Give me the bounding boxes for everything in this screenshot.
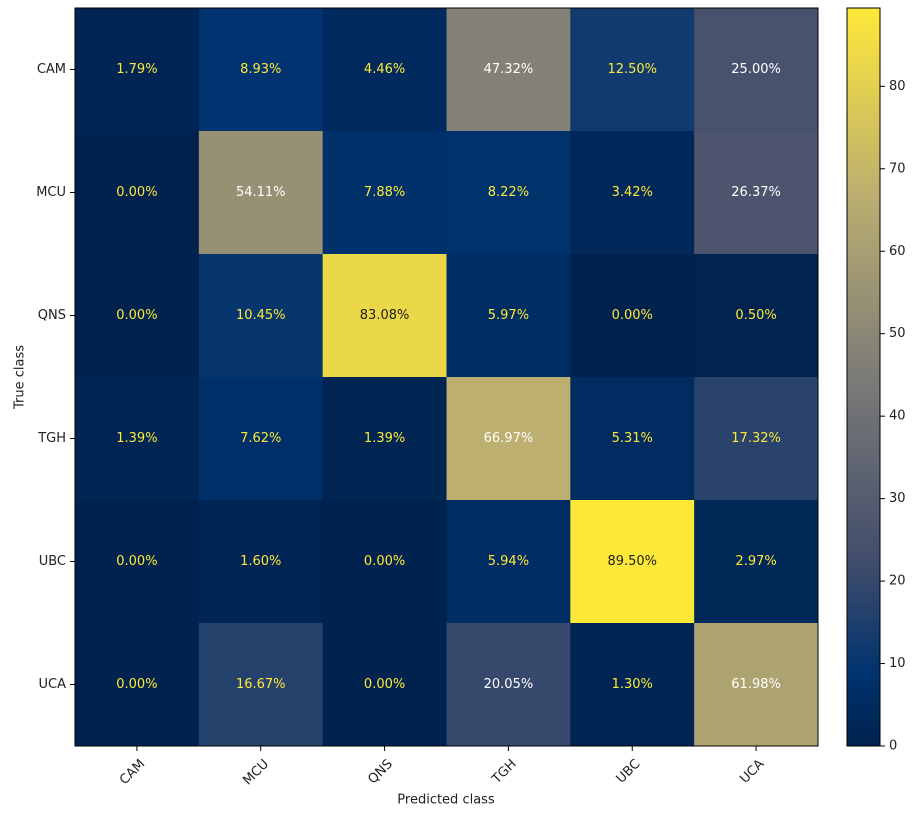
cell-label: 4.46% (364, 62, 405, 77)
heatmap-cell (198, 377, 324, 501)
cell-label: 16.67% (236, 677, 286, 692)
cell-label: 25.00% (731, 62, 781, 77)
heatmap-cell (446, 500, 571, 624)
heatmap-cell (570, 8, 695, 132)
heatmap-cell (446, 254, 571, 378)
cell-label: 0.00% (116, 554, 157, 569)
colorbar (846, 7, 881, 747)
colorbar-tick-label: 0 (889, 739, 897, 754)
x-tick-label: TGH (489, 757, 520, 788)
heatmap-cell (446, 8, 571, 132)
heatmap-cell (446, 131, 571, 255)
cell-label: 17.32% (731, 431, 781, 446)
heatmap-cell (446, 623, 571, 747)
cell-label: 5.31% (612, 431, 653, 446)
y-tick-label: MCU (36, 185, 66, 200)
x-tick-label: QNS (365, 757, 396, 788)
heatmap-cell (570, 131, 695, 255)
heatmap-cell (694, 254, 819, 378)
cell-label: 8.22% (488, 185, 529, 200)
cell-label: 5.97% (488, 308, 529, 323)
heatmap-cell (694, 131, 819, 255)
heatmap-cell (75, 377, 200, 501)
cell-label: 12.50% (607, 62, 657, 77)
cell-label: 26.37% (731, 185, 781, 200)
colorbar-tick-label: 70 (889, 161, 906, 176)
heatmap-cell (75, 623, 200, 747)
y-tick-label: UBC (39, 554, 66, 569)
heatmap-cell (570, 254, 695, 378)
cell-label: 10.45% (236, 308, 286, 323)
cell-label: 66.97% (484, 431, 534, 446)
cell-label: 3.42% (612, 185, 653, 200)
y-tick-label: UCA (39, 677, 67, 692)
cell-label: 47.32% (484, 62, 534, 77)
cell-label: 0.00% (364, 677, 405, 692)
x-axis-label: Predicted class (397, 793, 495, 808)
cell-label: 0.00% (612, 308, 653, 323)
heatmap-cell (198, 8, 324, 132)
heatmap-cell (322, 377, 447, 501)
cell-label: 61.98% (731, 677, 781, 692)
heatmap-cell (322, 254, 447, 378)
cell-label: 1.39% (116, 431, 157, 446)
heatmap-cell (198, 623, 324, 747)
cell-label: 0.50% (735, 308, 776, 323)
cell-label: 7.62% (240, 431, 281, 446)
heatmap-cell (198, 131, 324, 255)
heatmap-cell (570, 623, 695, 747)
heatmap-cell (694, 8, 819, 132)
cell-label: 0.00% (116, 185, 157, 200)
cell-label: 5.94% (488, 554, 529, 569)
colorbar-tick-label: 40 (889, 409, 906, 424)
cell-label: 0.00% (364, 554, 405, 569)
heatmap-cell (694, 623, 819, 747)
cell-label: 1.30% (612, 677, 653, 692)
heatmap-cell (75, 500, 200, 624)
y-axis-label: True class (13, 345, 28, 410)
cell-label: 7.88% (364, 185, 405, 200)
y-tick-label: QNS (38, 308, 66, 323)
heatmap-cell (446, 377, 571, 501)
heatmap-cell (570, 377, 695, 501)
x-tick-label: CAM (117, 757, 148, 788)
colorbar-tick-label: 60 (889, 244, 906, 259)
heatmap-cell (198, 500, 324, 624)
heatmap-cell (322, 8, 447, 132)
heatmap-cell (322, 623, 447, 747)
cell-label: 0.00% (116, 308, 157, 323)
cell-label: 2.97% (735, 554, 776, 569)
heatmap-cell (570, 500, 695, 624)
heatmap-cell (322, 500, 447, 624)
heatmap-cell (322, 131, 447, 255)
cell-label: 89.50% (607, 554, 657, 569)
colorbar-tick-label: 30 (889, 491, 906, 506)
y-tick-label: CAM (37, 62, 66, 77)
heatmap-cell (75, 8, 200, 132)
y-tick-label: TGH (37, 431, 66, 446)
cell-label: 54.11% (236, 185, 286, 200)
heatmap-cell (75, 254, 200, 378)
heatmap-cell (694, 377, 819, 501)
cell-label: 0.00% (116, 677, 157, 692)
x-tick-label: UBC (614, 757, 644, 787)
colorbar-tick-label: 50 (889, 326, 906, 341)
colorbar-tick-label: 20 (889, 574, 906, 589)
cell-label: 8.93% (240, 62, 281, 77)
x-tick-label: MCU (240, 757, 272, 789)
colorbar-tick-label: 10 (889, 656, 906, 671)
plot-frame (74, 7, 819, 747)
heatmap-cell (198, 254, 324, 378)
cell-label: 20.05% (484, 677, 534, 692)
cell-label: 1.39% (364, 431, 405, 446)
heatmap-cell (75, 131, 200, 255)
cell-label: 1.79% (116, 62, 157, 77)
cell-label: 1.60% (240, 554, 281, 569)
heatmap-cell (694, 500, 819, 624)
colorbar-tick-label: 80 (889, 79, 906, 94)
cell-label: 83.08% (360, 308, 410, 323)
x-tick-label: UCA (737, 757, 767, 787)
